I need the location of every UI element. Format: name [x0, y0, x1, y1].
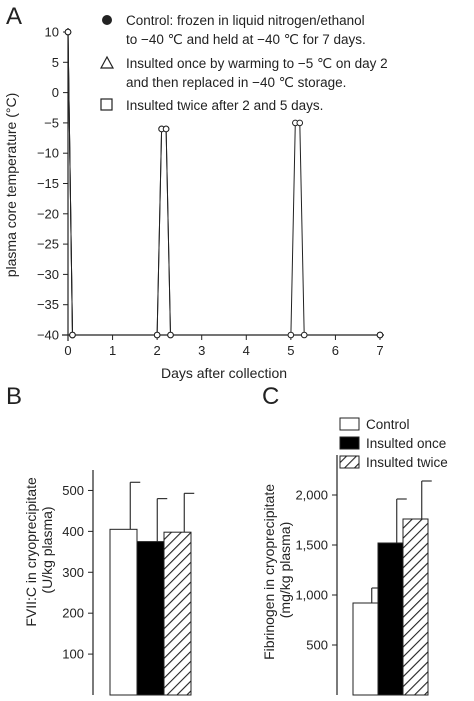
panel-a-y-tick-label: −5: [44, 115, 59, 130]
bar-insulted-once: [136, 541, 165, 696]
b-plot-y-tick-label: 100: [62, 647, 84, 662]
panel-a-x-tick-label: 4: [243, 343, 250, 358]
panel-c-label: C: [262, 383, 279, 410]
panel-b-label: B: [6, 383, 22, 410]
panel-a-point: [167, 331, 174, 339]
legend-open-triangle-icon: [99, 55, 115, 69]
panel-a-legend-text: Insulted once by warming to −5 ℃ on day …: [126, 56, 388, 71]
panel-a-legend-text: Insulted twice after 2 and 5 days.: [126, 98, 323, 113]
panel-a-x-tick-label: 7: [376, 343, 383, 358]
legend-filled-circle-icon: [102, 15, 112, 25]
b-plot-y-tick-label: 500: [62, 483, 84, 498]
panel-c-legend-text: Insulted once: [366, 436, 446, 451]
panel-a-x-tick-label: 0: [64, 343, 71, 358]
panel-a-point: [300, 331, 308, 339]
b-plot-y-tick-label: 400: [62, 524, 84, 539]
bar-control: [109, 528, 138, 696]
bar-control: [352, 602, 379, 696]
c-plot-y-tick-label: 1,500: [295, 538, 328, 553]
c-plot-y-tick-label: 1,000: [295, 588, 328, 603]
panel-a-point: [162, 125, 170, 133]
panel-b-y-axis-label: FVII:C in cryoprecipitate (U/kg plasma): [23, 473, 55, 626]
panel-a-y-tick-label: 0: [52, 85, 59, 100]
c-plot-y-tick-label: 500: [306, 638, 328, 653]
panel-a-label: A: [6, 3, 22, 30]
panel-a-y-tick-label: 10: [45, 25, 59, 40]
legend-swatch-1: [339, 436, 360, 450]
panel-c-plot: 500 1,000 1,500 2,000: [295, 455, 432, 696]
panel-c-legend: Control Insulted once Insulted twice: [339, 417, 448, 470]
panel-a-x-axis-label: Days after collection: [161, 365, 287, 381]
panel-a-legend: Control: frozen in liquid nitrogen/ethan…: [99, 13, 388, 113]
panel-a-y-tick-label: −25: [37, 237, 59, 252]
panel-a-point: [287, 331, 295, 339]
bar-insulted-twice: [163, 531, 192, 696]
panel-c-y-axis-label-line-2: (mg/kg plasma): [277, 522, 293, 618]
legend-swatch-2: [339, 455, 360, 469]
panel-a-point: [153, 331, 161, 339]
panel-c-y-axis-label-line-1: Fibrinogen in cryoprecipitate: [261, 484, 277, 660]
panel-a-point: [69, 331, 76, 339]
panel-a-legend-text: Control: frozen in liquid nitrogen/ethan…: [126, 13, 365, 28]
panel-a-y-tick-label: −15: [37, 176, 59, 191]
panel-a-point: [376, 331, 384, 339]
c-plot-y-tick-label: 2,000: [295, 488, 328, 503]
panel-a-y-tick-label: −20: [37, 206, 59, 221]
legend-open-square-icon: [100, 98, 113, 111]
panel-a-point: [64, 28, 72, 36]
panel-a-x-tick-label: 1: [109, 343, 116, 358]
panel-a-y-tick-label: 5: [52, 55, 59, 70]
panel-a-point: [296, 119, 304, 127]
panel-a-x-tick-label: 5: [287, 343, 294, 358]
bar-insulted-twice: [402, 518, 429, 696]
panel-a-x-tick-label: 2: [154, 343, 161, 358]
panel-a-legend-text: to −40 ℃ and held at −40 ℃ for 7 days.: [126, 32, 366, 47]
panel-c-legend-text: Insulted twice: [366, 455, 448, 470]
b-plot-y-tick-label: 300: [62, 565, 84, 580]
panel-a-plot: 10 5 0 −5 −10 −15 −20 −25 −30 −35 −40 0 1 2 3 4 5 6 7: [37, 25, 384, 358]
panel-b-y-axis-label-line-2: (U/kg plasma): [39, 506, 55, 593]
panel-a-y-tick-label: −40: [37, 328, 59, 343]
panel-a-y-tick-label: −35: [37, 297, 59, 312]
panel-a-x-tick-label: 6: [332, 343, 339, 358]
panel-a-x-tick-label: 3: [198, 343, 205, 358]
panel-a-legend-text: and then replaced in −40 ℃ storage.: [126, 75, 346, 90]
panel-b-plot: 100 200 300 400 500: [62, 470, 195, 696]
panel-c-legend-text: Control: [366, 417, 410, 432]
bar-insulted-once: [377, 542, 404, 696]
b-plot-y-tick-label: 200: [62, 606, 84, 621]
panel-b-y-axis-label-line-1: FVII:C in cryoprecipitate: [23, 477, 39, 627]
legend-swatch-0: [339, 417, 360, 431]
panel-a-y-axis-label: plasma core temperature (°C): [3, 93, 19, 278]
panel-a-y-tick-label: −10: [37, 146, 59, 161]
panel-c-y-axis-label: Fibrinogen in cryoprecipitate (mg/kg pla…: [261, 480, 293, 660]
panel-a-y-tick-label: −30: [37, 267, 59, 282]
